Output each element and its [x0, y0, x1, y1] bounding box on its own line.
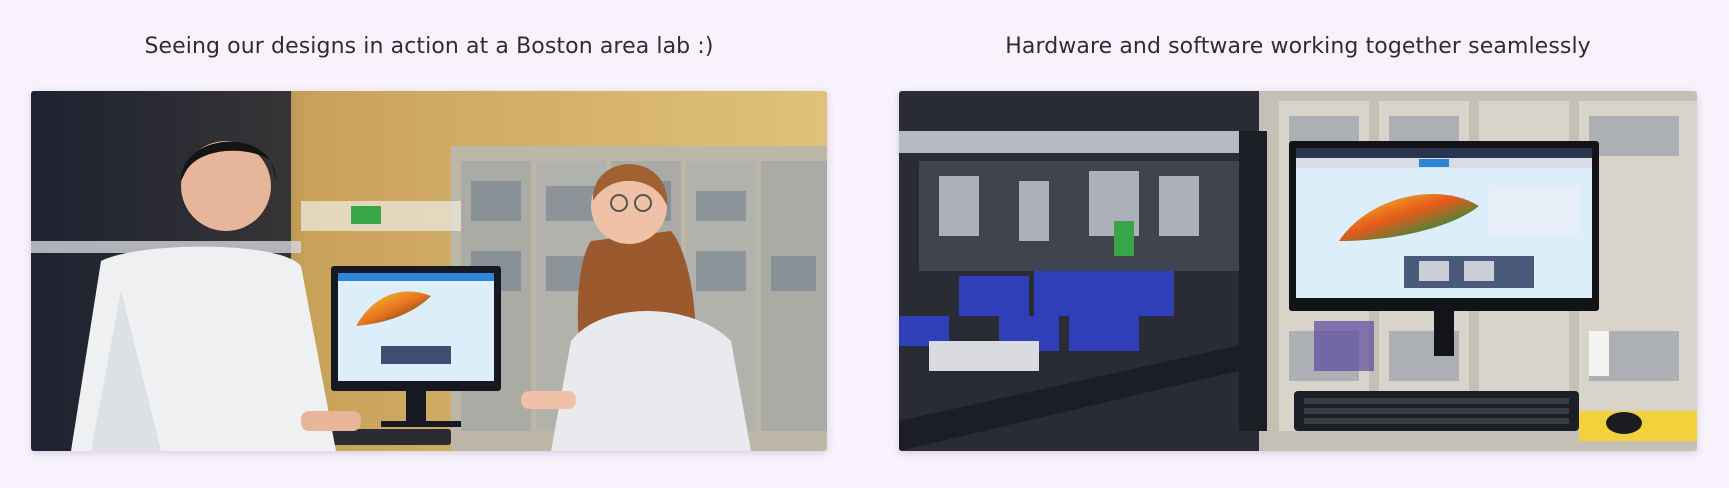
scientists-photo-illustration: [31, 91, 827, 451]
right-caption: Hardware and software working together s…: [1005, 34, 1591, 59]
lab-photo-scientists: [31, 91, 827, 451]
robot-photo-illustration: [899, 91, 1697, 451]
left-caption: Seeing our designs in action at a Boston…: [144, 34, 714, 59]
lab-photo-robot: [899, 91, 1697, 451]
